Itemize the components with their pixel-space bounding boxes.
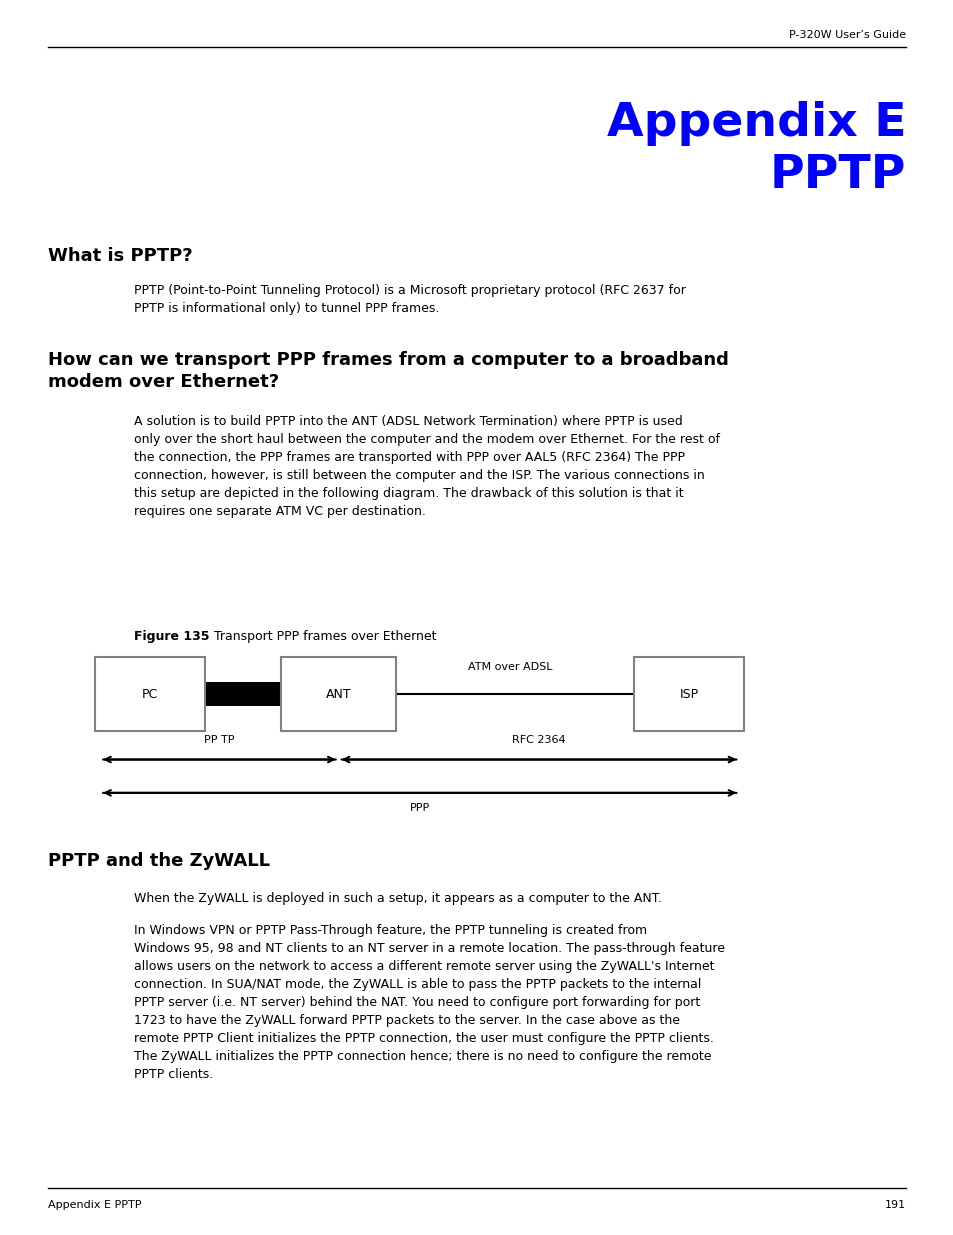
Text: 191: 191 [884, 1200, 905, 1210]
Text: How can we transport PPP frames from a computer to a broadband
modem over Ethern: How can we transport PPP frames from a c… [48, 351, 728, 391]
Text: RFC 2364: RFC 2364 [512, 735, 565, 745]
Bar [95, 657, 205, 731]
Text: PPTP (Point-to-Point Tunneling Protocol) is a Microsoft proprietary protocol (RF: PPTP (Point-to-Point Tunneling Protocol)… [133, 284, 684, 315]
Bar [634, 657, 743, 731]
Text: When the ZyWALL is deployed in such a setup, it appears as a computer to the ANT: When the ZyWALL is deployed in such a se… [133, 892, 660, 905]
Text: A solution is to build PPTP into the ANT (ADSL Network Termination) where PPTP i: A solution is to build PPTP into the ANT… [133, 415, 719, 517]
Text: PPTP and the ZyWALL: PPTP and the ZyWALL [48, 852, 270, 871]
Text: PP TP: PP TP [204, 735, 234, 745]
Text: Appendix E PPTP: Appendix E PPTP [48, 1200, 141, 1210]
Text: Transport PPP frames over Ethernet: Transport PPP frames over Ethernet [202, 630, 436, 643]
Text: ANT: ANT [326, 688, 351, 700]
Text: PPTP: PPTP [769, 153, 905, 198]
Bar [205, 682, 281, 706]
Bar [281, 657, 395, 731]
Text: P-320W User’s Guide: P-320W User’s Guide [788, 30, 905, 40]
Text: Appendix E: Appendix E [606, 101, 905, 146]
Text: ATM over ADSL: ATM over ADSL [468, 662, 552, 672]
Text: Figure 135: Figure 135 [133, 630, 209, 643]
Text: ISP: ISP [679, 688, 699, 700]
Text: PC: PC [142, 688, 158, 700]
Text: What is PPTP?: What is PPTP? [48, 247, 193, 266]
Text: In Windows VPN or PPTP Pass-Through feature, the PPTP tunneling is created from
: In Windows VPN or PPTP Pass-Through feat… [133, 924, 723, 1081]
Text: PPP: PPP [409, 803, 430, 813]
